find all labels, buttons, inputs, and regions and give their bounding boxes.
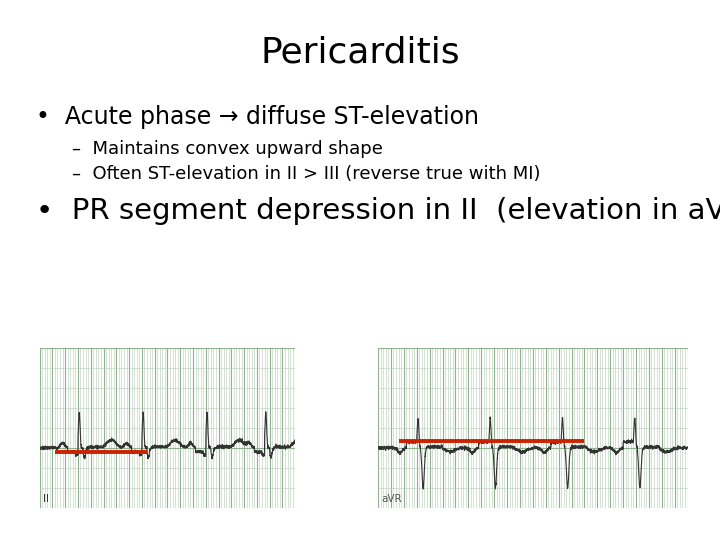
Text: –  Maintains convex upward shape: – Maintains convex upward shape (72, 140, 383, 158)
Text: –  Often ST-elevation in II > III (reverse true with MI): – Often ST-elevation in II > III (revers… (72, 165, 541, 183)
Text: •  PR segment depression in II  (elevation in aVR): • PR segment depression in II (elevation… (36, 197, 720, 225)
Text: II: II (43, 494, 50, 504)
Text: •  Acute phase → diffuse ST-elevation: • Acute phase → diffuse ST-elevation (36, 105, 479, 129)
Text: Pericarditis: Pericarditis (260, 35, 460, 69)
Text: aVR: aVR (382, 494, 402, 504)
